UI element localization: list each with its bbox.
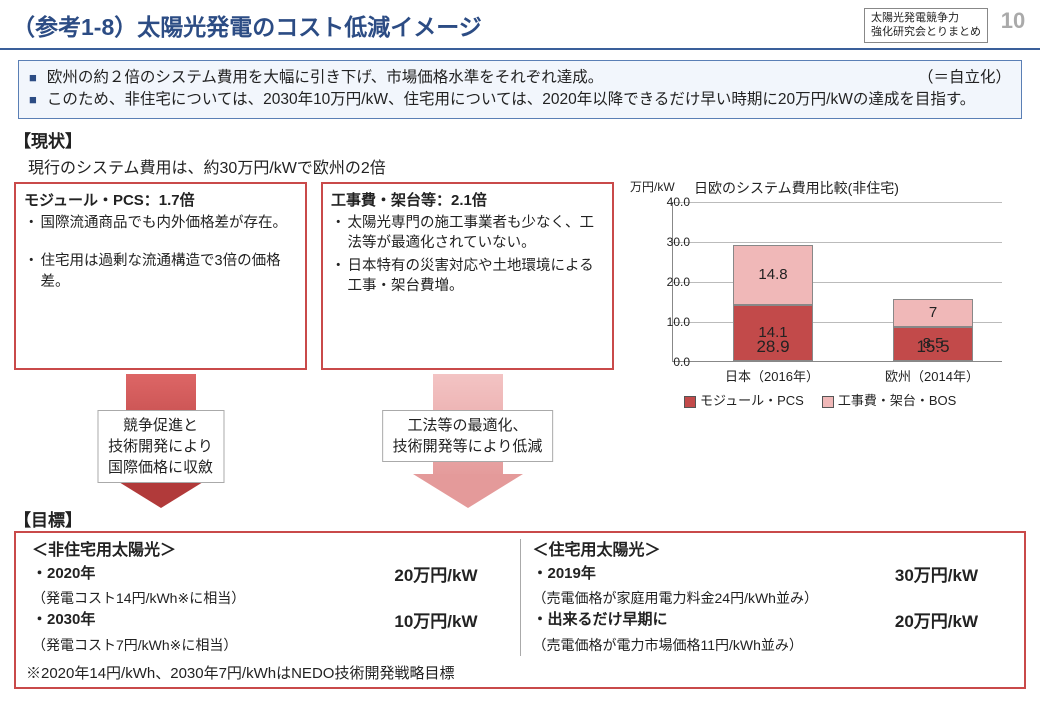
summary-line1-right: （＝自立化）	[918, 67, 1011, 89]
info-bullet: ・日本特有の災害対応や土地環境による工事・架台費増。	[331, 256, 604, 297]
header: （参考1-8）太陽光発電のコスト低減イメージ 太陽光発電競争力 強化研究会とりま…	[0, 0, 1040, 50]
chart-xlabel: 欧州（2014年）	[885, 366, 979, 385]
chart-ytick: 20.0	[667, 275, 690, 289]
page-title: （参考1-8）太陽光発電のコスト低減イメージ	[12, 8, 856, 42]
info-col-module-pcs: モジュール・PCS：1.7倍 ・国際流通商品でも内外価格差が存在。 ・住宅用は過…	[14, 182, 307, 510]
summary-box: ■ 欧州の約２倍のシステム費用を大幅に引き下げ、市場価格水準をそれぞれ達成。 （…	[18, 60, 1022, 119]
summary-bullet-1: ■ 欧州の約２倍のシステム費用を大幅に引き下げ、市場価格水準をそれぞれ達成。 （…	[29, 67, 1011, 89]
cost-comparison-chart: 万円/kW 日欧のシステム費用比較(非住宅) 14.114.828.98.571…	[624, 182, 1026, 414]
chart-legend: モジュール・PCS 工事費・架台・BOS	[684, 390, 956, 409]
goal-divider	[520, 539, 521, 656]
info-head: 工事費・架台等：2.1倍	[331, 190, 604, 211]
arrow-label-red: 競争促進と 技術開発により 国際価格に収斂	[97, 410, 224, 483]
summary-line2: このため、非住宅については、2030年10万円/kW、住宅用については、2020…	[47, 89, 975, 111]
legend-item: 工事費・架台・BOS	[822, 390, 956, 409]
goal-columns: ＜非住宅用太陽光＞ ・2020年20万円/kW （発電コスト14円/kWh※に相…	[26, 539, 1014, 656]
arrow-label-pink: 工法等の最適化、 技術開発等により低減	[382, 410, 554, 462]
legend-item: モジュール・PCS	[684, 390, 804, 409]
chart-ytick: 10.0	[667, 315, 690, 329]
chart-title: 日欧のシステム費用比較(非住宅)	[694, 178, 899, 198]
chart-ytick: 40.0	[667, 195, 690, 209]
source-line2: 強化研究会とりまとめ	[871, 25, 981, 39]
goal-col-residential: ＜住宅用太陽光＞ ・2019年30万円/kW （売電価格が家庭用電力料金24円/…	[527, 539, 1015, 656]
summary-line1-main: 欧州の約２倍のシステム費用を大幅に引き下げ、市場価格水準をそれぞれ達成。	[47, 69, 603, 86]
chart-plot: 14.114.828.98.5715.5	[672, 202, 1002, 362]
chart-xlabel: 日本（2016年）	[725, 366, 819, 385]
arrow-pink: 工法等の最適化、 技術開発等により低減	[321, 374, 614, 510]
arrow-red: 競争促進と 技術開発により 国際価格に収斂	[14, 374, 307, 510]
info-box-module-pcs: モジュール・PCS：1.7倍 ・国際流通商品でも内外価格差が存在。 ・住宅用は過…	[14, 182, 307, 370]
info-box-construction: 工事費・架台等：2.1倍 ・太陽光専門の施工事業者も少なく、工法等が最適化されて…	[321, 182, 614, 370]
left-columns: モジュール・PCS：1.7倍 ・国際流通商品でも内外価格差が存在。 ・住宅用は過…	[14, 182, 614, 510]
goal-col-nonresidential: ＜非住宅用太陽光＞ ・2020年20万円/kW （発電コスト14円/kWh※に相…	[26, 539, 514, 656]
chart-bar-segment: 14.8	[733, 245, 813, 304]
bullet-icon: ■	[29, 67, 37, 89]
current-desc: 現行のシステム費用は、約30万円/kWで欧州の2倍	[28, 154, 1040, 178]
chart-ytick: 30.0	[667, 235, 690, 249]
goal-head: ＜住宅用太陽光＞	[533, 539, 1009, 563]
info-col-construction: 工事費・架台等：2.1倍 ・太陽光専門の施工事業者も少なく、工法等が最適化されて…	[321, 182, 614, 510]
section-label-current: 【現状】	[14, 127, 1040, 152]
source-line1: 太陽光発電競争力	[871, 11, 981, 25]
info-bullet: ・太陽光専門の施工事業者も少なく、工法等が最適化されていない。	[331, 213, 604, 254]
chart-ytick: 0.0	[673, 355, 690, 369]
info-bullet: ・国際流通商品でも内外価格差が存在。	[24, 213, 297, 233]
goal-box: ＜非住宅用太陽光＞ ・2020年20万円/kW （発電コスト14円/kWh※に相…	[14, 531, 1026, 689]
goal-head: ＜非住宅用太陽光＞	[32, 539, 508, 563]
info-head: モジュール・PCS：1.7倍	[24, 190, 297, 211]
middle-wrap: モジュール・PCS：1.7倍 ・国際流通商品でも内外価格差が存在。 ・住宅用は過…	[0, 182, 1040, 510]
source-box: 太陽光発電競争力 強化研究会とりまとめ	[864, 8, 988, 43]
page-number: 10	[998, 8, 1028, 34]
summary-bullet-2: ■ このため、非住宅については、2030年10万円/kW、住宅用については、20…	[29, 89, 1011, 111]
chart-bar-segment: 7	[893, 299, 973, 327]
chart-yaxis-label: 万円/kW	[630, 178, 675, 195]
bullet-icon: ■	[29, 89, 37, 111]
info-bullet: ・住宅用は過剰な流通構造で3倍の価格差。	[24, 251, 297, 292]
goal-footnote: ※2020年14円/kWh、2030年7円/kWhはNEDO技術開発戦略目標	[26, 662, 1014, 683]
